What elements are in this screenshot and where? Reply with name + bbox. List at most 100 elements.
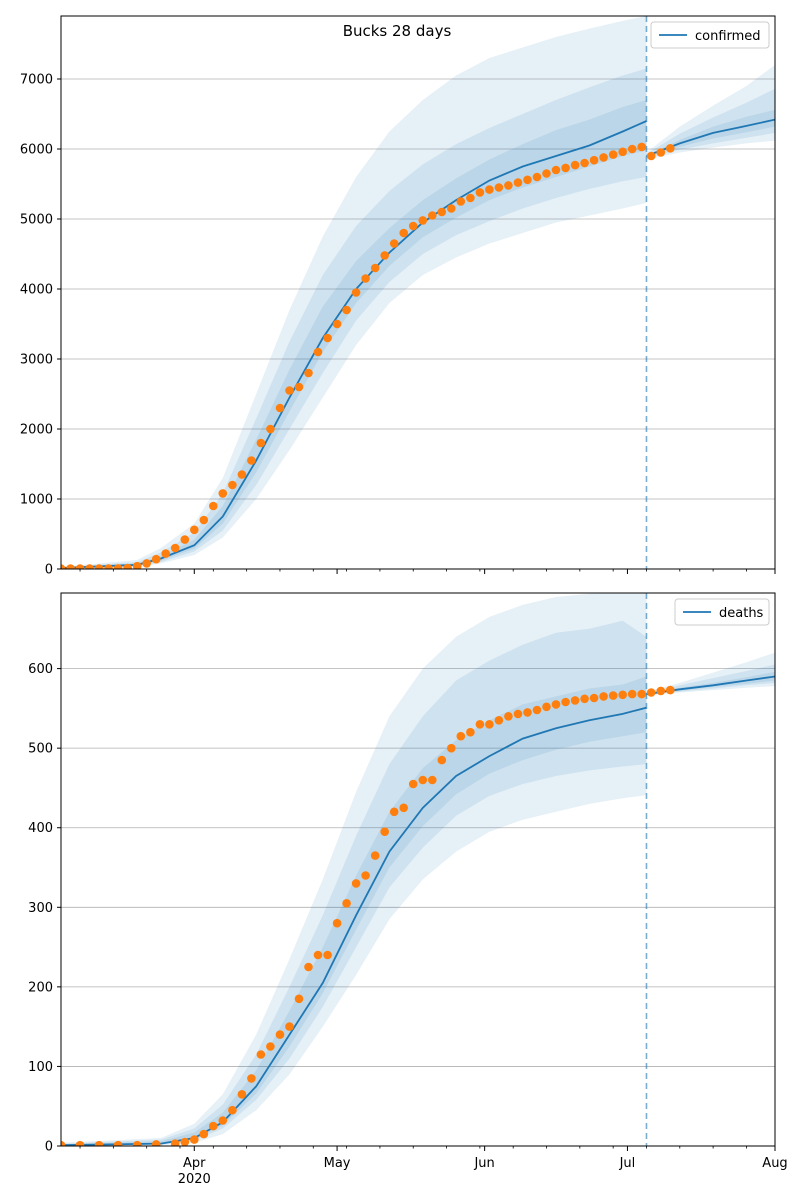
figure-title: Bucks 28 days [343, 22, 452, 40]
observed-point [180, 535, 190, 544]
observed-point [370, 851, 380, 860]
observed-point [151, 1140, 161, 1146]
observed-point [437, 207, 447, 217]
observed-point [656, 686, 666, 696]
observed-point [285, 1022, 294, 1031]
observed-point [627, 144, 637, 154]
observed-point [389, 239, 399, 248]
observed-point [666, 144, 675, 153]
observed-point [351, 879, 361, 888]
observed-point [66, 564, 75, 569]
forecast-band [646, 664, 775, 695]
observed-point [437, 755, 447, 765]
observed-point [285, 386, 294, 395]
observed-point [656, 148, 666, 157]
y-tick-label: 0 [45, 1140, 53, 1155]
y-tick-label: 200 [28, 980, 53, 995]
observed-point [294, 382, 304, 392]
forecast-band [646, 109, 775, 160]
observed-point [304, 962, 313, 972]
y-tick-label: 0 [45, 563, 53, 578]
observed-point [61, 564, 66, 569]
observed-point [475, 188, 485, 197]
observed-point [342, 899, 351, 908]
observed-point [627, 689, 637, 699]
observed-point [447, 743, 456, 753]
legend-label: deaths [719, 606, 764, 621]
observed-point [209, 501, 218, 511]
observed-point [504, 712, 513, 721]
observed-point [361, 274, 370, 283]
observed-point [380, 251, 390, 260]
observed-point [666, 685, 675, 695]
y-tick-label: 6000 [20, 143, 53, 158]
observed-point [475, 720, 485, 729]
observed-point [561, 163, 570, 173]
observed-point [237, 1090, 247, 1099]
observed-point [399, 803, 409, 813]
observed-point [323, 950, 332, 960]
observed-point [637, 142, 646, 152]
observed-point [637, 689, 646, 699]
observed-point [532, 705, 542, 715]
observed-point [618, 147, 627, 157]
observed-point [523, 175, 532, 185]
observed-point [494, 183, 504, 192]
y-tick-label: 500 [28, 742, 53, 757]
observed-point [304, 368, 313, 378]
observed-point [580, 158, 589, 168]
observed-point [428, 211, 437, 220]
observed-point [75, 1140, 85, 1146]
legend-label: confirmed [695, 29, 761, 44]
observed-point [132, 1140, 142, 1146]
observed-point [332, 918, 342, 928]
observed-point [504, 181, 513, 190]
forecast-band [646, 652, 775, 695]
y-tick-label: 7000 [20, 73, 53, 88]
observed-point [389, 807, 399, 817]
observed-point [256, 1050, 266, 1059]
observed-point [323, 333, 332, 343]
y-tick-label: 2000 [20, 423, 53, 438]
observed-point [589, 693, 599, 703]
observed-point [104, 564, 113, 569]
observed-point [408, 221, 418, 231]
observed-point [466, 727, 475, 737]
observed-point [418, 216, 428, 225]
observed-point [513, 709, 523, 719]
x-tick-label: Jun [473, 1156, 494, 1171]
observed-point [190, 1135, 199, 1144]
observed-point [570, 696, 580, 705]
legend: confirmed [650, 21, 770, 49]
axes-frame [60, 592, 776, 1147]
observed-point [342, 305, 351, 315]
observed-point [266, 424, 275, 434]
observed-point [61, 1140, 66, 1146]
x-tick-label: Apr [183, 1156, 206, 1171]
observed-point [228, 1105, 237, 1115]
observed-point [209, 1121, 218, 1131]
forecast-band [646, 65, 775, 157]
observed-point [332, 319, 342, 329]
observed-point [513, 178, 523, 187]
observed-point [247, 456, 256, 465]
observed-point [313, 950, 323, 960]
y-tick-label: 4000 [20, 283, 53, 298]
observed-point [113, 564, 123, 569]
observed-point [190, 525, 199, 535]
observed-point [456, 731, 466, 741]
y-tick-label: 5000 [20, 213, 53, 228]
observed-point [75, 564, 85, 569]
observed-point [370, 263, 380, 273]
observed-point [523, 708, 532, 717]
legend-box [650, 21, 770, 49]
observed-point [447, 204, 456, 213]
observed-point [542, 169, 551, 178]
observed-point [542, 702, 551, 712]
observed-point [580, 694, 589, 704]
observed-point [428, 775, 437, 785]
observed-point [294, 994, 304, 1004]
observed-point [170, 543, 180, 553]
observed-point [218, 489, 228, 498]
